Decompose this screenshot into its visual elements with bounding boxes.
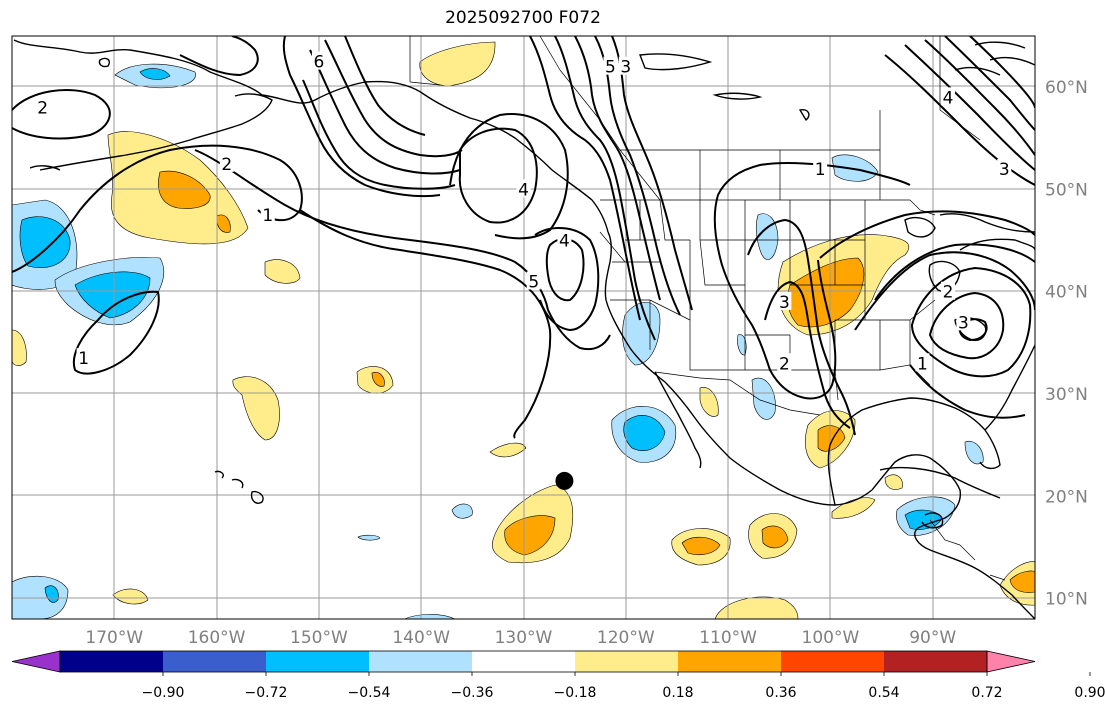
contour-label: 1 [78, 349, 89, 369]
contour-label-background [311, 51, 326, 70]
colorbar-label: −0.18 [554, 685, 597, 701]
contour-label-background [941, 87, 956, 106]
colorbar-extend-max [986, 650, 1036, 673]
lat-tick-label: 20°N [1045, 487, 1088, 507]
contour-label-background [526, 271, 541, 290]
contour-label: 3 [958, 313, 969, 333]
colorbar-label: 0.90 [1074, 685, 1105, 701]
lon-tick-label: 120°W [597, 628, 655, 648]
contour-label-background [603, 56, 618, 75]
colorbar-segment [266, 651, 369, 672]
contour-label: 4 [943, 88, 954, 108]
colorbar-segment [60, 651, 163, 672]
lon-tick-label: 160°W [188, 628, 246, 648]
lon-tick-label: 90°W [909, 628, 956, 648]
contour-label: 4 [559, 232, 570, 252]
contour-label: 2 [221, 155, 232, 175]
contour-label-background [260, 204, 275, 223]
contour-label: 1 [815, 160, 826, 180]
contour-label: 4 [518, 180, 529, 200]
contour-label-background [915, 353, 930, 372]
latitude-tick-labels: 10°N 20°N 30°N 40°N 50°N 60°N [1045, 78, 1088, 609]
contour-label-background [516, 179, 531, 198]
colorbar-label: −0.90 [142, 685, 185, 701]
map-title: 2025092700 F072 [445, 8, 601, 28]
colorbar-label: 0.72 [971, 685, 1002, 701]
contour-label-background [997, 158, 1012, 177]
contour-label-background [219, 153, 234, 172]
lat-tick-label: 30°N [1045, 385, 1088, 405]
contour-label: 3 [620, 58, 631, 78]
colorbar-segment [781, 651, 884, 672]
location-marker [555, 471, 574, 490]
contour-label: 1 [262, 206, 273, 226]
colorbar-segment [884, 651, 987, 672]
map-frame [11, 35, 1036, 620]
colorbar-extend-min [11, 650, 61, 673]
contour-label: 6 [313, 53, 324, 73]
contour-label-background [777, 291, 792, 310]
contour-label: 2 [943, 283, 954, 303]
contour-label-background [35, 97, 50, 116]
lon-tick-label: 110°W [699, 628, 757, 648]
contour-lines [12, 36, 1035, 439]
lon-tick-label: 100°W [802, 628, 860, 648]
colorbar-labels: −0.90 −0.72 −0.54 −0.36 −0.18 0.18 0.36 0.54 0.7… [142, 672, 1105, 701]
colorbar-label: 0.54 [868, 685, 899, 701]
colorbar-outline [59, 650, 988, 673]
colorbar-label: −0.72 [245, 685, 288, 701]
political-borders [409, 36, 1006, 581]
colorbar-label: −0.54 [348, 685, 391, 701]
contour-label-background [618, 56, 633, 75]
longitude-tick-labels: 170°W 160°W 150°W 140°W 130°W 120°W 110°W 100°W… [85, 628, 956, 648]
colorbar-segment [472, 651, 575, 672]
contour-label: 2 [37, 99, 48, 119]
lat-tick-label: 40°N [1045, 283, 1088, 303]
colorbar-segment [369, 651, 472, 672]
lon-tick-label: 150°W [290, 628, 348, 648]
contour-label-background [76, 348, 91, 367]
colorbar-segment [575, 651, 678, 672]
contour-label-background [941, 281, 956, 300]
contour-label-background [777, 353, 792, 372]
lon-tick-label: 170°W [85, 628, 143, 648]
lat-tick-label: 10°N [1045, 590, 1088, 610]
lon-tick-label: 130°W [495, 628, 553, 648]
lon-tick-label: 140°W [392, 628, 450, 648]
contour-label: 3 [779, 293, 790, 313]
contour-label: 1 [917, 354, 928, 374]
contour-label: 2 [779, 354, 790, 374]
colorbar-segment [163, 651, 266, 672]
contour-label-background [813, 158, 828, 177]
lat-tick-label: 60°N [1045, 78, 1088, 98]
colorbar-label: 0.18 [662, 685, 693, 701]
colorbar-segment [678, 651, 781, 672]
map-grid [12, 36, 1035, 619]
contour-label: 3 [999, 160, 1010, 180]
colorbar-label: 0.36 [765, 685, 796, 701]
colorbar [11, 650, 1036, 673]
contour-label: 5 [605, 58, 616, 78]
contour-label-background [956, 312, 971, 331]
contour-label-background [557, 230, 572, 249]
contour-label: 5 [528, 272, 539, 292]
lat-tick-label: 50°N [1045, 180, 1088, 200]
colorbar-label: −0.36 [451, 685, 494, 701]
